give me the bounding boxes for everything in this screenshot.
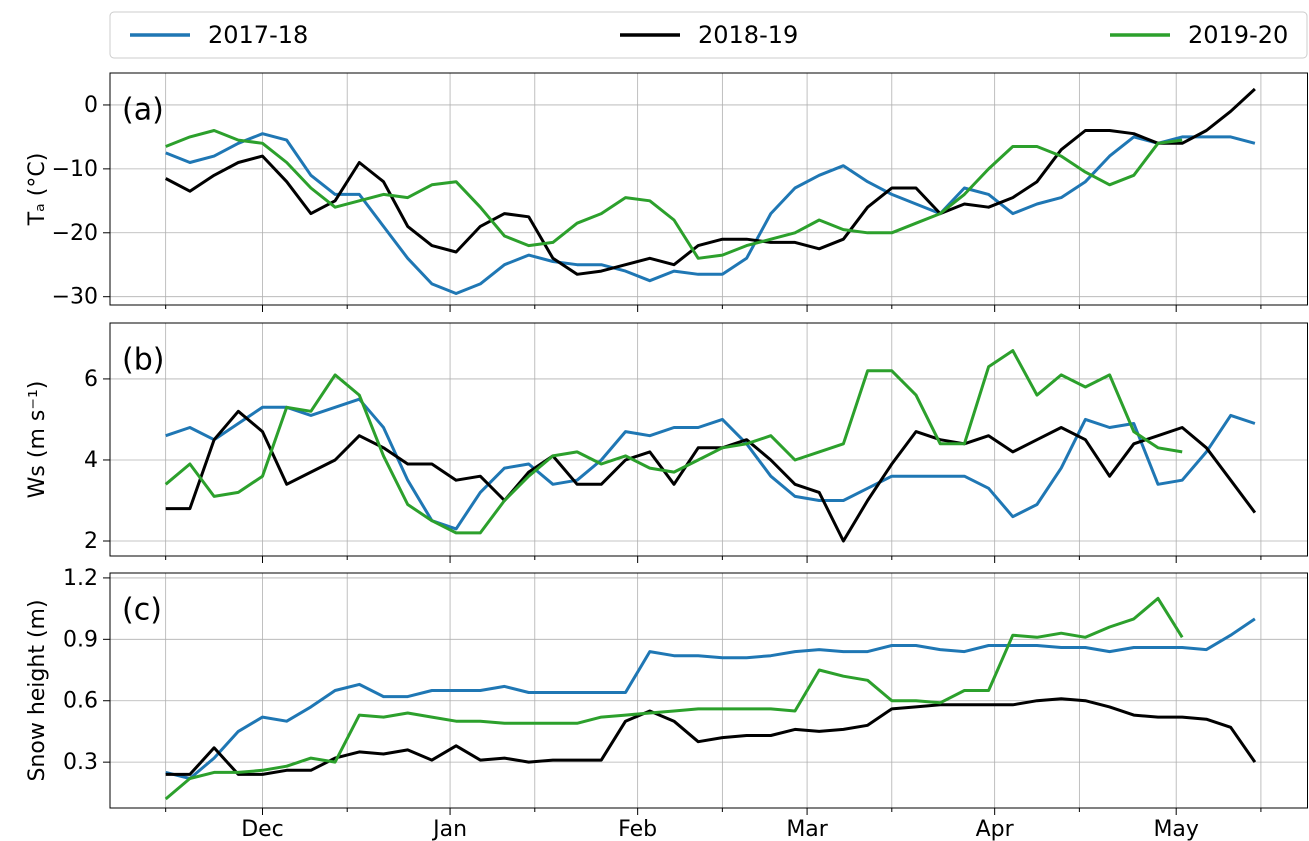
x-tick-label: Apr xyxy=(976,817,1015,841)
y-tick-label: 0.6 xyxy=(63,689,98,714)
y-axis-label: Snow height (m) xyxy=(25,599,50,781)
y-tick-label: 0.3 xyxy=(63,750,98,775)
x-tick-label: May xyxy=(1153,817,1198,841)
x-tick-label: Jan xyxy=(431,817,467,841)
series-line xyxy=(164,596,1184,801)
panel-label: (a) xyxy=(122,93,164,128)
panel-label: (c) xyxy=(122,593,162,628)
y-tick-label: −30 xyxy=(52,285,98,310)
x-tick-label: Mar xyxy=(786,817,828,841)
series-line xyxy=(165,397,1256,531)
x-tick-label: Feb xyxy=(618,817,657,841)
y-tick-label: 6 xyxy=(84,367,98,392)
x-tick-label: Dec xyxy=(241,817,284,841)
y-tick-label: 4 xyxy=(84,448,98,473)
series-line xyxy=(165,617,1256,780)
series-line xyxy=(165,697,1257,776)
legend-box xyxy=(109,11,1308,59)
plot-frame xyxy=(109,72,1308,306)
legend-label: 2018-19 xyxy=(698,21,798,49)
series-line xyxy=(165,132,1256,295)
series-line xyxy=(164,349,1183,535)
y-axis-label: Tₐ (°C) xyxy=(25,153,50,227)
series-line xyxy=(165,87,1256,276)
y-tick-label: −20 xyxy=(52,221,98,246)
plot-frame xyxy=(109,572,1308,809)
legend-label: 2017-18 xyxy=(208,21,308,49)
y-tick-label: 1.2 xyxy=(63,566,98,591)
plot-frame xyxy=(109,322,1308,557)
y-tick-label: 2 xyxy=(84,529,98,554)
series-line xyxy=(165,129,1183,260)
panel-label: (b) xyxy=(122,343,164,378)
y-tick-label: 0 xyxy=(84,93,98,118)
y-tick-label: −10 xyxy=(52,157,98,182)
y-tick-label: 0.9 xyxy=(63,627,98,652)
y-axis-label: Ws (m s⁻¹) xyxy=(25,381,50,499)
series-line xyxy=(165,409,1257,543)
legend-label: 2019-20 xyxy=(1188,21,1288,49)
